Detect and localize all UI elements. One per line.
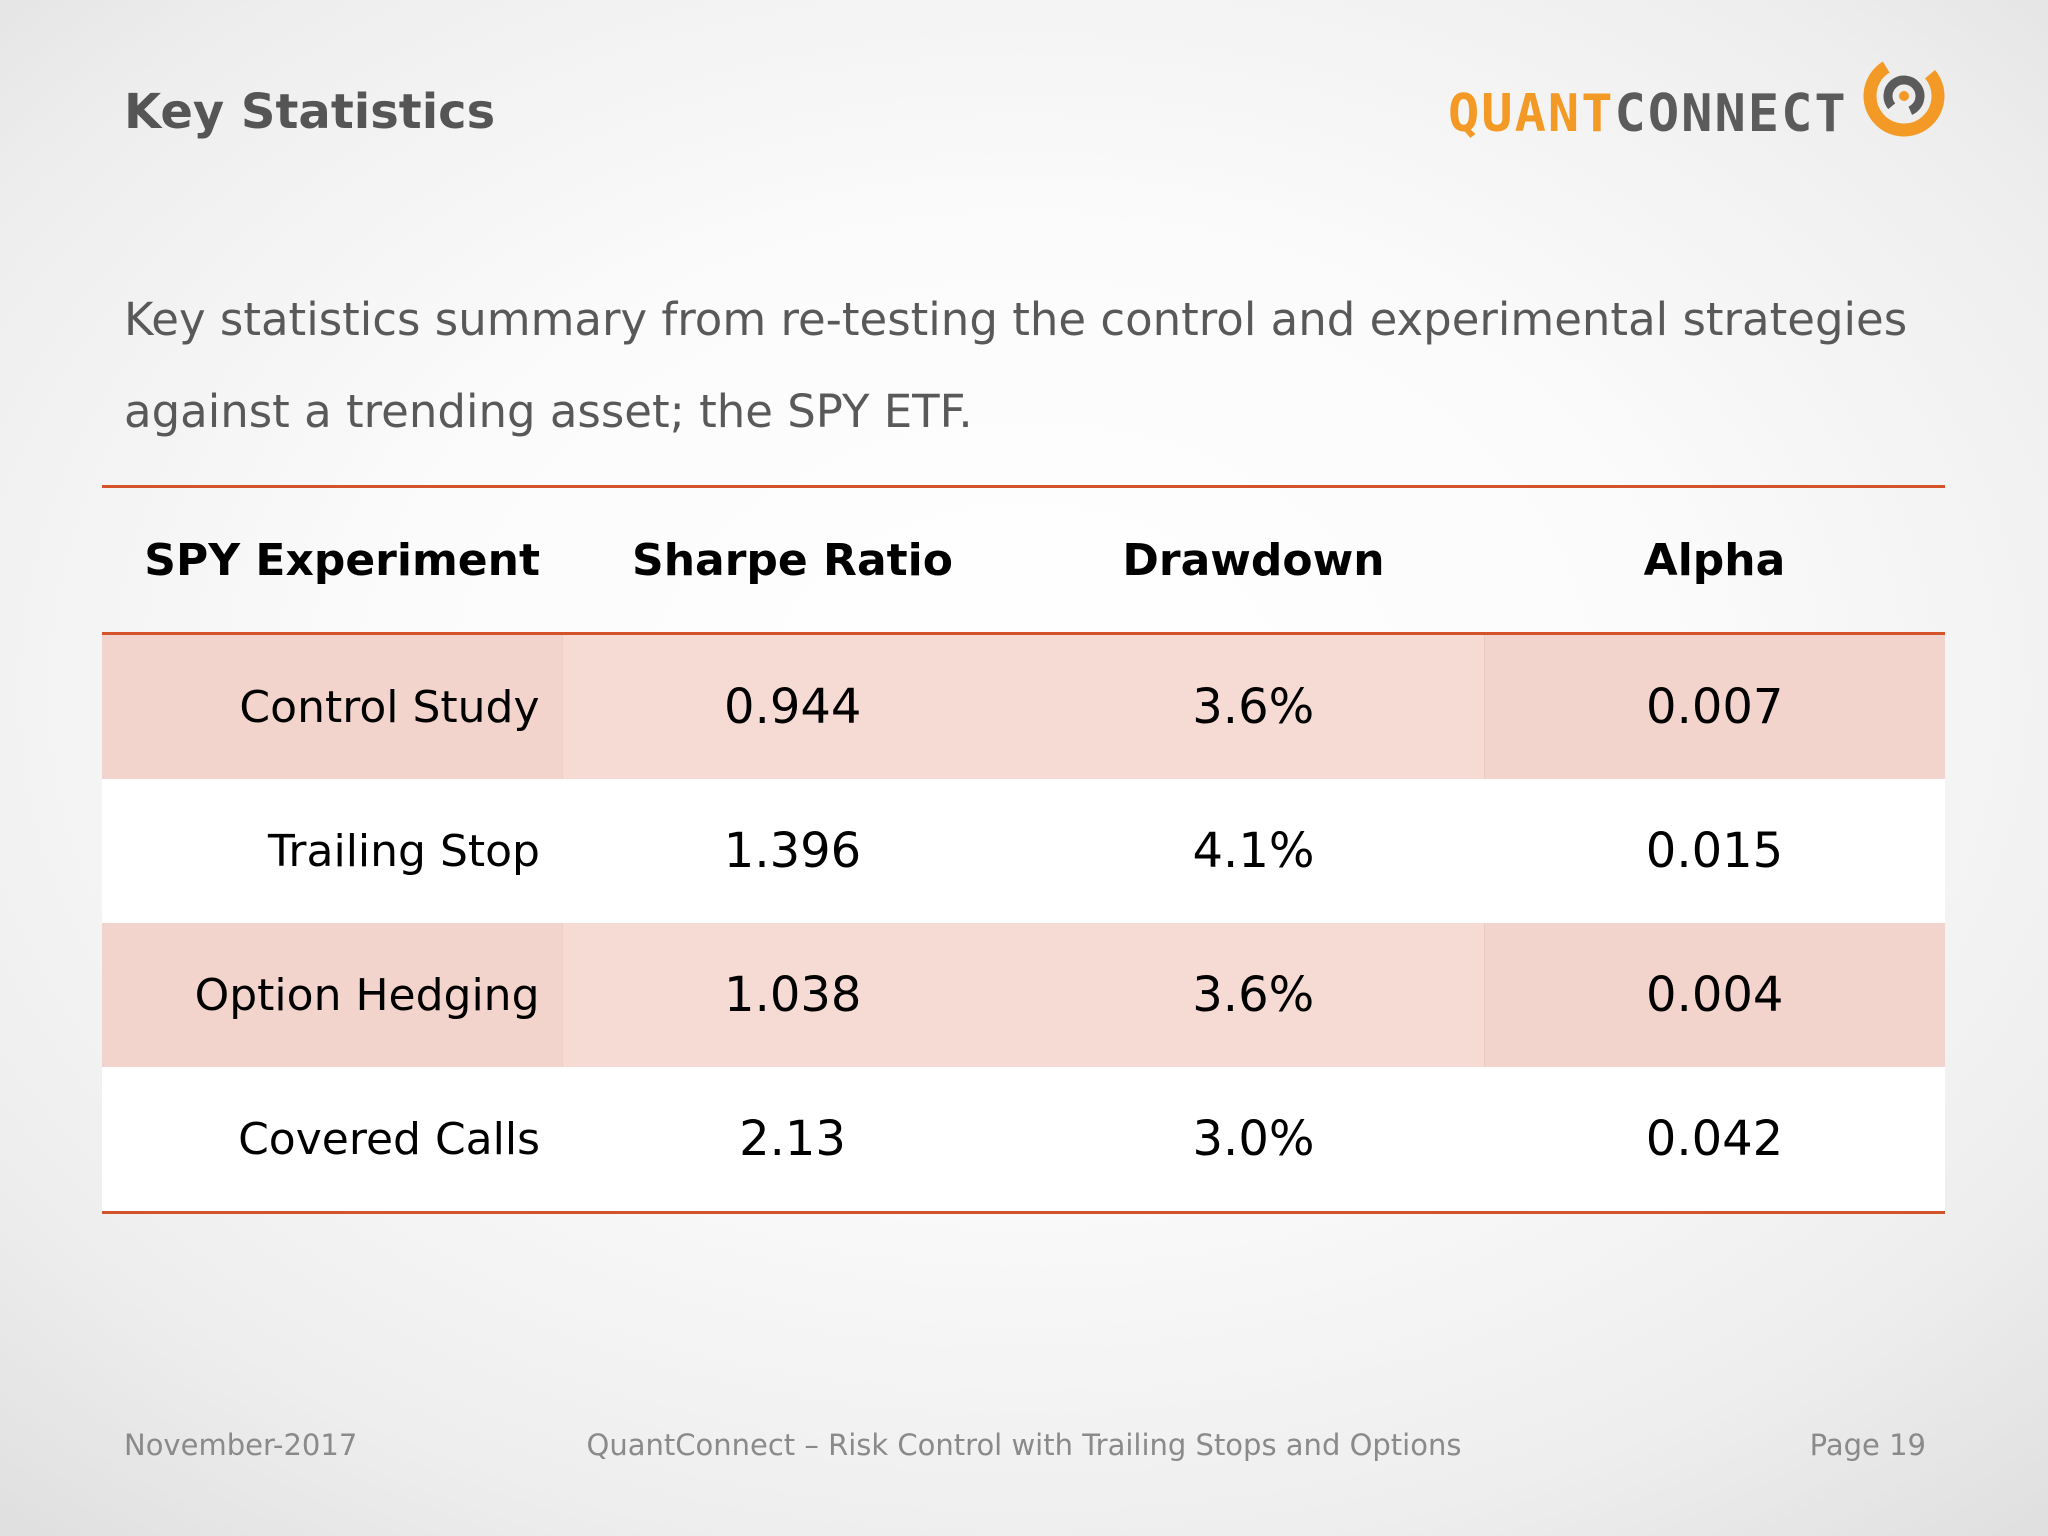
quantconnect-logo: QUANTCONNECT <box>1448 52 1948 152</box>
alpha-value: 0.015 <box>1484 779 1945 923</box>
sharpe-ratio-value: 2.13 <box>562 1067 1023 1213</box>
slide-title: Key Statistics <box>124 84 496 140</box>
sharpe-ratio-value: 0.944 <box>561 633 1023 779</box>
table-row: Covered Calls 2.13 3.0% 0.042 <box>102 1067 1945 1213</box>
table-row: Control Study 0.944 3.6% 0.007 <box>102 633 1945 779</box>
drawdown-value: 3.6% <box>1023 633 1484 779</box>
header-sharpe-ratio: Sharpe Ratio <box>562 486 1023 635</box>
experiment-name: Option Hedging <box>102 923 562 1067</box>
drawdown-value: 3.0% <box>1023 1067 1484 1213</box>
experiment-name: Trailing Stop <box>102 779 562 923</box>
intro-line: Key statistics summary from re-testing t… <box>124 293 1908 346</box>
header-spy-experiment: SPY Experiment <box>102 486 562 635</box>
drawdown-value: 4.1% <box>1023 779 1484 923</box>
table-header-row: SPY Experiment Sharpe Ratio Drawdown Alp… <box>102 486 1945 635</box>
sharpe-ratio-value: 1.038 <box>561 923 1023 1067</box>
drawdown-value: 3.6% <box>1023 923 1484 1067</box>
table-row: Trailing Stop 1.396 4.1% 0.015 <box>102 779 1945 923</box>
footer-date: November-2017 <box>124 1428 358 1462</box>
intro-line: against a trending asset; the SPY ETF. <box>124 385 973 438</box>
alpha-value: 0.007 <box>1483 633 1945 779</box>
experiment-name: Control Study <box>102 633 562 779</box>
header-alpha: Alpha <box>1484 486 1945 635</box>
footer-presentation-title: QuantConnect – Risk Control with Trailin… <box>586 1428 1462 1462</box>
alpha-value: 0.042 <box>1484 1067 1945 1213</box>
sharpe-ratio-value: 1.396 <box>562 779 1023 923</box>
header-drawdown: Drawdown <box>1023 486 1484 635</box>
logo-quant-text: QUANT <box>1448 84 1615 144</box>
table-row: Option Hedging 1.038 3.6% 0.004 <box>102 923 1945 1067</box>
experiment-name: Covered Calls <box>102 1067 562 1213</box>
footer-page-number: Page 19 <box>1809 1428 1926 1462</box>
key-statistics-table: SPY Experiment Sharpe Ratio Drawdown Alp… <box>102 485 1945 1214</box>
intro-text: Key statistics summary from re-testing t… <box>124 274 1984 458</box>
quantconnect-logo-icon <box>1863 55 1945 137</box>
logo-wordmark: QUANTCONNECT <box>1448 84 1848 144</box>
alpha-value: 0.004 <box>1483 923 1945 1067</box>
logo-connect-text: CONNECT <box>1614 84 1848 144</box>
